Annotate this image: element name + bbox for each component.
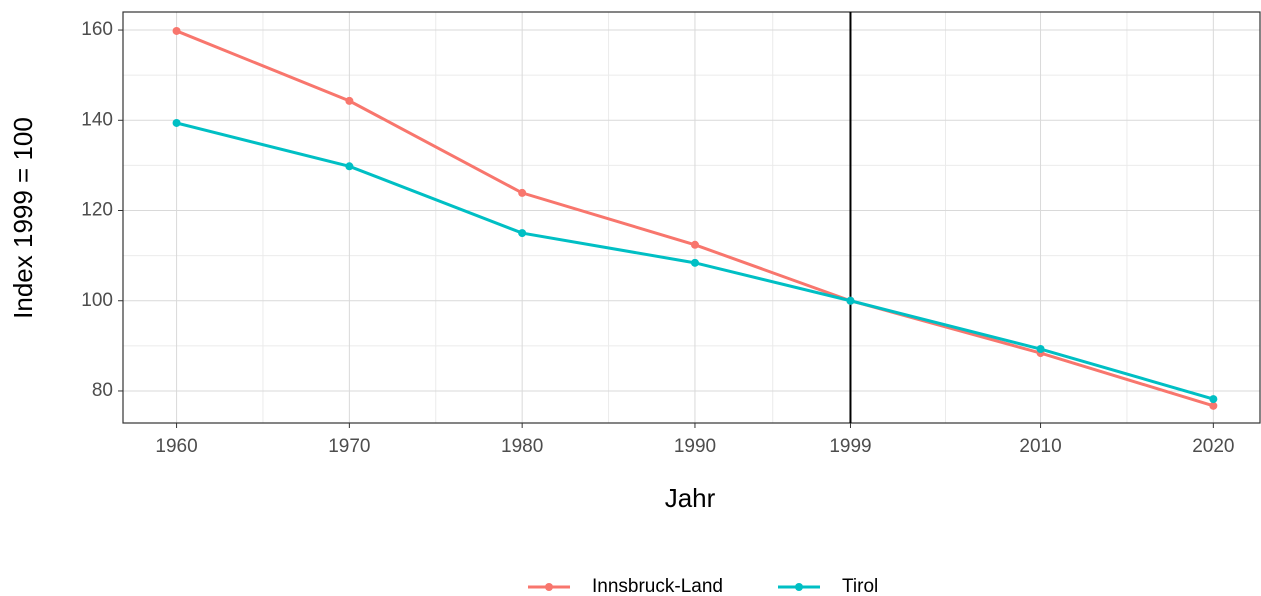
data-point xyxy=(1209,395,1218,404)
x-axis-title: Jahr xyxy=(665,483,716,513)
panel-border xyxy=(122,11,1261,424)
y-tick-label: 160 xyxy=(81,19,113,40)
x-tick-label: 1970 xyxy=(328,436,370,457)
data-point xyxy=(1036,345,1045,354)
y-axis-title: Index 1999 = 100 xyxy=(8,117,38,319)
x-tick-label: 1999 xyxy=(829,436,871,457)
data-point xyxy=(518,229,527,238)
legend-label: Innsbruck-Land xyxy=(592,576,723,596)
data-point xyxy=(690,258,699,267)
data-point xyxy=(172,118,181,127)
data-point xyxy=(846,296,855,305)
data-point xyxy=(345,96,354,105)
x-tick-label: 1990 xyxy=(674,436,716,457)
data-point xyxy=(690,240,699,249)
legend-swatch-dot xyxy=(795,583,803,591)
data-point xyxy=(345,162,354,171)
data-point xyxy=(1209,401,1218,410)
data-point xyxy=(518,188,527,197)
y-tick-label: 100 xyxy=(81,290,113,311)
x-tick-label: 2020 xyxy=(1192,436,1234,457)
legend-swatch-dot xyxy=(545,583,553,591)
x-tick-label: 1980 xyxy=(501,436,543,457)
legend-label: Tirol xyxy=(842,576,878,596)
y-tick-label: 140 xyxy=(81,109,113,130)
y-tick-label: 120 xyxy=(81,200,113,221)
x-tick-label: 2010 xyxy=(1019,436,1061,457)
x-tick-label: 1960 xyxy=(155,436,197,457)
y-tick-label: 80 xyxy=(92,380,113,401)
data-point xyxy=(172,26,181,35)
